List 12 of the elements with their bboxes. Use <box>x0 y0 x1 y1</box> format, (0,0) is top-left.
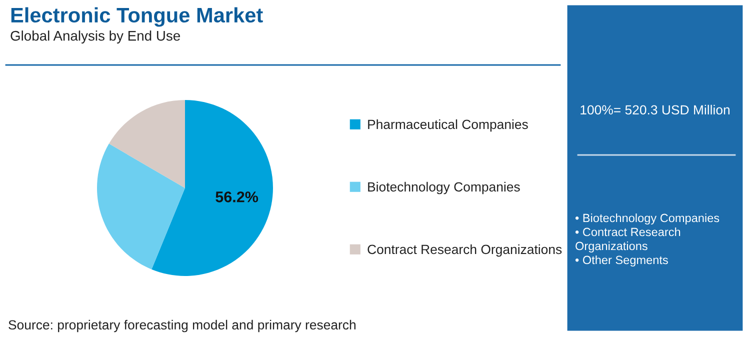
legend-label: Contract Research Organizations <box>368 244 562 257</box>
pie-slice <box>152 100 273 276</box>
pie-slice <box>97 144 185 270</box>
source-note: Source: proprietary forecasting model and primary research <box>8 320 356 332</box>
chart-subtitle: Global Analysis by End Use <box>10 30 180 44</box>
text: • Biotechnology Companies • Contract Research Organizations • Other Segments <box>575 214 720 266</box>
pie-slice <box>108 100 185 188</box>
chart-title: Electronic Tongue Market <box>11 7 263 27</box>
legend-label: Biotechnology Companies <box>368 182 520 194</box>
text: 100%= 520.3 USD Million <box>580 104 730 115</box>
legend-label: Pharmaceutical Companies <box>368 119 528 132</box>
data-label: 56.2% <box>216 192 258 202</box>
